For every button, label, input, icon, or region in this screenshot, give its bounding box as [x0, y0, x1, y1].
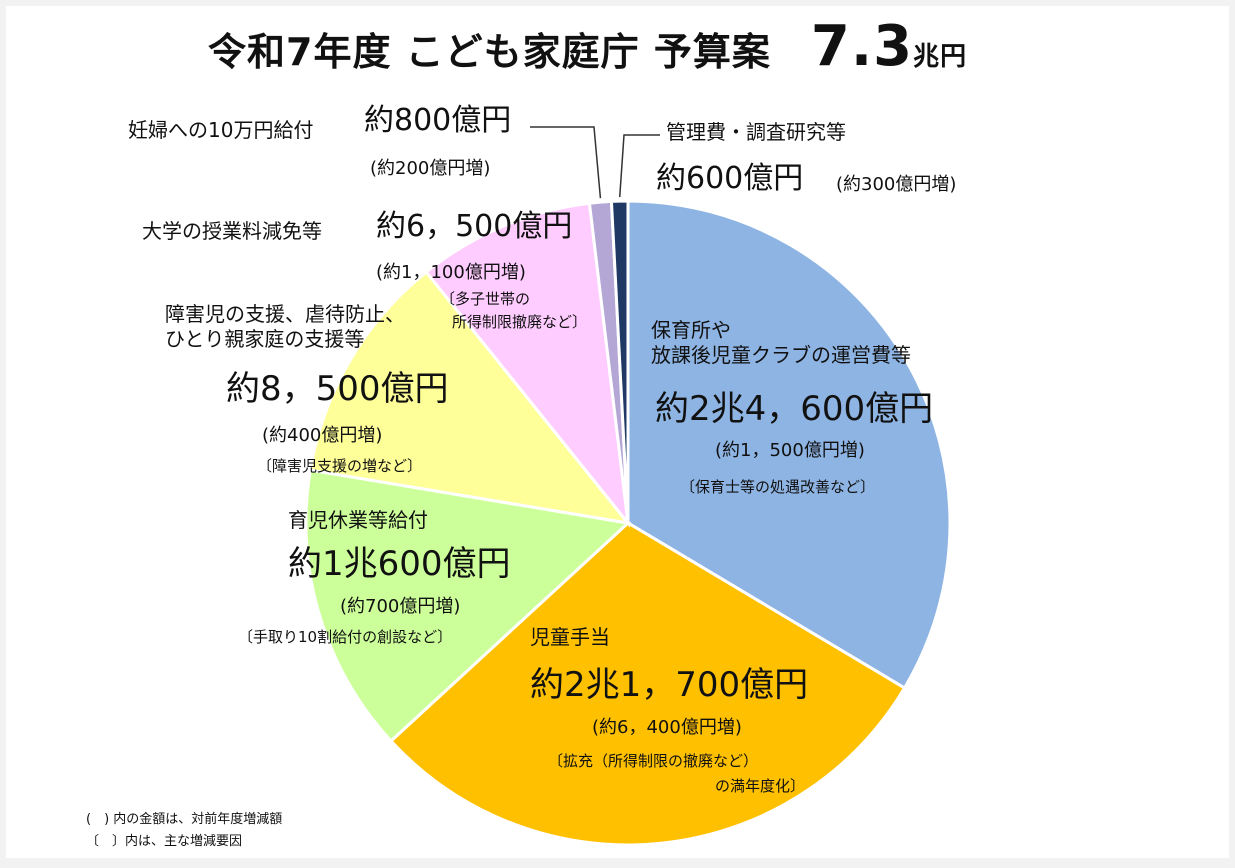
pie-slice-4: [424, 201, 631, 529]
pie-slice-1: [388, 521, 907, 847]
title-total-unit: 兆円: [913, 42, 968, 72]
label-hoiku-increase: (約1，500億円増): [715, 440, 865, 461]
label-ikuji-increase: (約700億円増): [340, 596, 461, 617]
label-shogai-name2: ひとり親家庭の支援等: [165, 327, 365, 351]
label-jido-note1: 〔拡充（所得制限の撤廃など）: [548, 752, 759, 770]
label-ikuji-name: 育児休業等給付: [288, 508, 428, 532]
title-total: 7.3: [810, 14, 914, 79]
label-jido-name: 児童手当: [530, 625, 610, 649]
label-hoiku-amount: 約2兆4，600億円: [655, 389, 934, 429]
label-jido-note2: の満年度化〕: [715, 777, 806, 795]
label-shogai-amount: 約8，500億円: [226, 369, 449, 409]
label-daigaku-note2: 所得制限撤廃など〕: [452, 313, 588, 331]
label-shogai-note: 〔障害児支援の増など〕: [257, 457, 423, 475]
leader-line-kanri: [618, 134, 660, 198]
label-jido-increase: (約6，400億円増): [592, 717, 742, 738]
leader-line-ninpu: [530, 126, 602, 199]
footnote-2: 〔 〕内は、主な増減要因: [86, 834, 243, 849]
footnote-1: ( ) 内の金額は、対前年度増減額: [86, 812, 283, 827]
label-daigaku-increase: (約1，100億円増): [376, 262, 526, 283]
label-shogai-name1: 障害児の支援、虐待防止、: [165, 302, 405, 326]
label-shogai-increase: (約400億円増): [262, 425, 383, 446]
label-ninpu-increase: (約200億円増): [370, 158, 491, 179]
label-jido-amount: 約2兆1，700億円: [530, 665, 809, 705]
pie-slice-0: [626, 199, 952, 691]
label-ninpu-amount: 約800億円: [364, 103, 512, 138]
pie-slice-6: [609, 199, 630, 524]
title-text: 令和7年度 こども家庭庁 予算案: [208, 30, 771, 74]
label-daigaku-name: 大学の授業料減免等: [142, 219, 322, 243]
label-kanri-increase: (約300億円増): [836, 174, 957, 195]
label-ninpu-name: 妊婦への10万円給付: [128, 118, 314, 142]
label-hoiku-name1: 保育所や: [651, 318, 731, 342]
pie-slice-3: [308, 269, 632, 526]
label-hoiku: 保育所や 放課後児童クラブの運営費等: [651, 318, 911, 368]
label-hoiku-note: 〔保育士等の処遇改善など〕: [680, 478, 876, 496]
label-kanri-name: 管理費・調査研究等: [666, 120, 846, 144]
label-hoiku-name2: 放課後児童クラブの運営費等: [651, 343, 911, 367]
chart-title: 令和7年度 こども家庭庁 予算案 7.3兆円: [208, 14, 967, 79]
label-kanri-amount: 約600億円: [656, 161, 804, 196]
label-daigaku-note1: 〔多子世帯の: [440, 290, 531, 308]
label-ikuji-amount: 約1兆600億円: [288, 544, 511, 584]
label-ikuji-note: 〔手取り10割給付の創設など〕: [238, 628, 453, 646]
label-shogai: 障害児の支援、虐待防止、 ひとり親家庭の支援等: [165, 302, 405, 352]
label-daigaku-amount: 約6，500億円: [376, 209, 573, 244]
pie-slice-2: [304, 468, 632, 744]
